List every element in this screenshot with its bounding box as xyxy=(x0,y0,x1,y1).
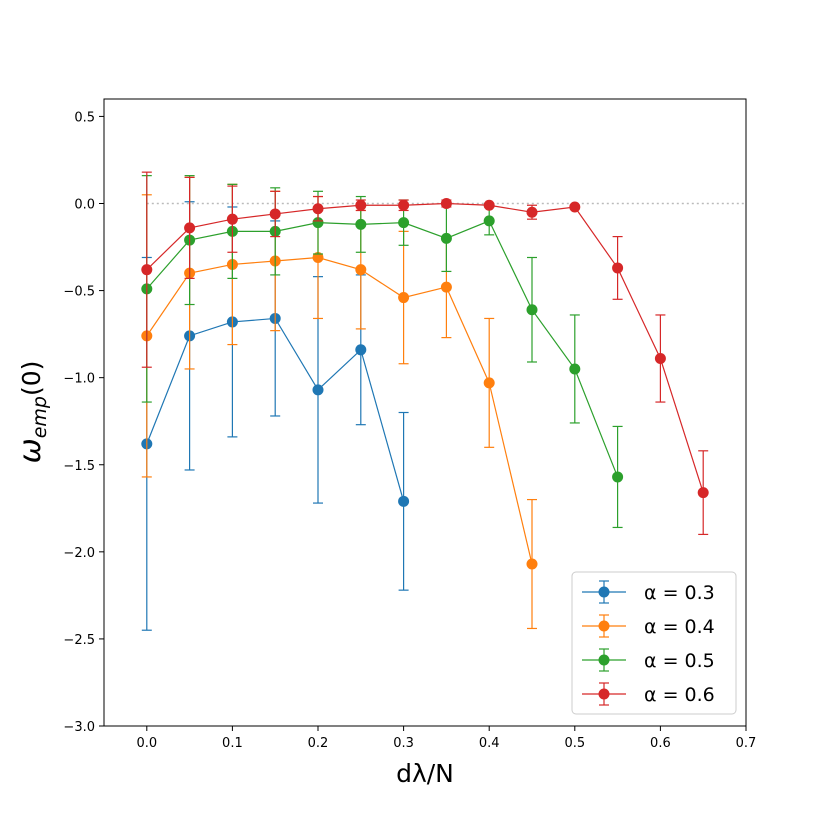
series-line xyxy=(146,202,704,493)
series xyxy=(141,171,709,536)
marker xyxy=(526,558,538,570)
marker xyxy=(612,262,624,274)
marker xyxy=(697,487,709,499)
x-tick-label: 0.6 xyxy=(650,736,671,751)
legend: α = 0.3 α = 0.4 α = 0.5 α = 0.6 xyxy=(571,571,737,715)
y-label-main: ω xyxy=(13,438,48,463)
marker xyxy=(612,471,624,483)
marker xyxy=(526,206,538,218)
y-tick-label: −1.0 xyxy=(63,372,95,387)
y-tick-label: −2.0 xyxy=(63,546,95,561)
marker xyxy=(355,264,367,276)
plot-frame xyxy=(103,98,747,727)
y-tick-label: −3.0 xyxy=(63,720,95,735)
marker xyxy=(440,232,452,244)
marker xyxy=(226,213,238,225)
marker xyxy=(355,199,367,211)
marker xyxy=(398,292,410,304)
legend-marker xyxy=(598,654,610,666)
x-tick-label: 0.1 xyxy=(222,736,243,751)
marker xyxy=(312,217,324,229)
legend-label: α = 0.4 xyxy=(644,616,715,638)
legend-label: α = 0.5 xyxy=(644,650,715,672)
marker xyxy=(526,304,538,316)
marker xyxy=(483,215,495,227)
y-label-sub: emp xyxy=(29,396,51,438)
series-line xyxy=(146,220,619,478)
marker xyxy=(355,344,367,356)
marker xyxy=(440,198,452,209)
series-line xyxy=(146,256,533,565)
legend-label: α = 0.3 xyxy=(644,582,715,604)
x-tick-label: 0.4 xyxy=(479,736,500,751)
x-tick-label: 0.5 xyxy=(564,736,585,751)
legend-marker xyxy=(598,586,610,598)
x-tick-label: 0.0 xyxy=(136,736,157,751)
marker xyxy=(269,208,281,220)
marker xyxy=(398,495,410,507)
marker xyxy=(141,264,153,276)
marker xyxy=(184,222,196,234)
marker xyxy=(440,281,452,293)
series xyxy=(141,175,624,529)
y-axis-label: ωemp(0) xyxy=(13,361,51,464)
x-tick-label: 0.2 xyxy=(308,736,329,751)
marker xyxy=(569,363,581,375)
legend-marker xyxy=(598,620,610,632)
marker xyxy=(355,218,367,230)
marker xyxy=(398,199,410,211)
marker xyxy=(483,199,495,211)
x-tick-label: 0.7 xyxy=(736,736,757,751)
y-tick-label: 0.5 xyxy=(74,110,95,125)
y-tick-label: −2.5 xyxy=(63,633,95,648)
marker xyxy=(312,251,324,263)
y-tick-label: −0.5 xyxy=(63,285,95,300)
marker xyxy=(483,377,495,389)
marker xyxy=(312,203,324,215)
y-tick-label: −1.5 xyxy=(63,459,95,474)
marker xyxy=(654,353,666,365)
x-axis-label: dλ/N xyxy=(396,759,454,788)
legend-label: α = 0.6 xyxy=(644,684,715,706)
series xyxy=(141,176,538,630)
marker xyxy=(398,217,410,229)
legend-box xyxy=(571,571,737,715)
y-label-tail: (0) xyxy=(17,361,46,396)
y-tick-label: 0.0 xyxy=(74,198,95,213)
marker xyxy=(312,384,324,396)
legend-marker xyxy=(598,688,610,700)
marker xyxy=(569,201,581,213)
x-tick-label: 0.3 xyxy=(393,736,414,751)
